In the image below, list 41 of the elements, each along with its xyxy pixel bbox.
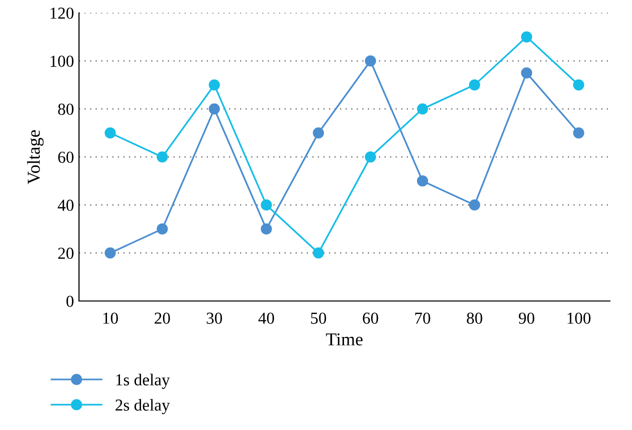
point xyxy=(416,175,428,187)
y-tick-label: 0 xyxy=(66,296,74,307)
point xyxy=(156,151,168,163)
point xyxy=(260,223,272,235)
y-tick-label: 60 xyxy=(58,152,74,163)
x-tick-label: 20 xyxy=(154,312,170,324)
x-tick-label: 70 xyxy=(415,312,430,324)
x-tick-label: 100 xyxy=(568,312,591,324)
legend-label: 1s delay xyxy=(116,374,170,389)
point xyxy=(312,247,324,259)
x-tick-label: 30 xyxy=(206,312,222,324)
point xyxy=(573,127,584,138)
point xyxy=(208,79,220,90)
point xyxy=(260,199,272,211)
x-tick-label: 50 xyxy=(311,312,326,324)
point xyxy=(312,127,324,138)
point xyxy=(521,31,532,42)
y-tick-label: 80 xyxy=(58,104,74,115)
x-tick-label: 10 xyxy=(103,312,118,324)
point xyxy=(104,247,116,259)
x-tick-label: 90 xyxy=(518,312,534,324)
point xyxy=(364,151,376,163)
point xyxy=(469,199,480,211)
x-tick-label: 60 xyxy=(362,312,378,324)
y-tick-label: 100 xyxy=(50,56,74,67)
point xyxy=(156,223,168,235)
x-tick-label: 80 xyxy=(466,312,482,324)
y-tick-label: 20 xyxy=(58,248,74,259)
legend-label: 2s delay xyxy=(116,398,170,414)
x-tick-label: 40 xyxy=(258,312,274,324)
x-axis-title: Time xyxy=(326,333,363,346)
point xyxy=(469,79,480,90)
y-tick-label: 120 xyxy=(50,8,74,19)
point xyxy=(416,103,428,114)
y-axis-title: Voltage xyxy=(27,130,44,184)
y-tick-label: 40 xyxy=(58,200,74,211)
point xyxy=(208,103,220,114)
point xyxy=(521,67,532,78)
point xyxy=(364,55,376,66)
point xyxy=(104,127,116,138)
point xyxy=(573,79,584,90)
